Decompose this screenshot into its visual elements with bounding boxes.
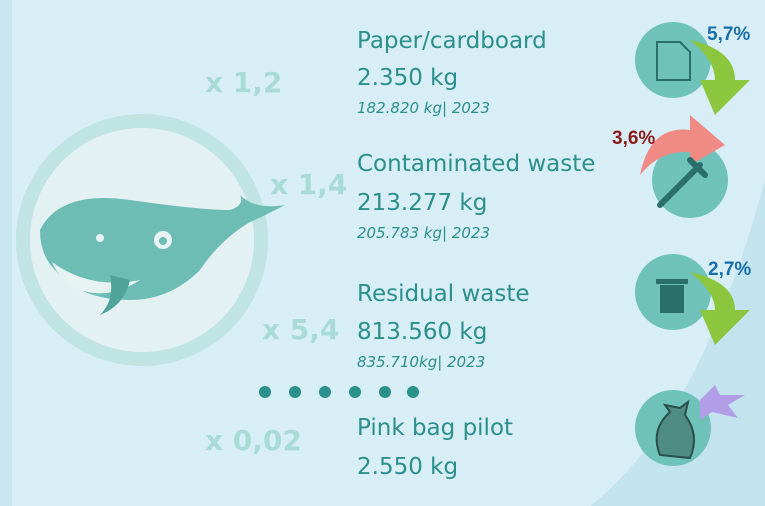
multiplier: x 5,4 <box>262 313 339 346</box>
amount: 813.560 kg <box>357 319 487 345</box>
edge <box>0 0 12 506</box>
waste-name: Pink bag pilot <box>357 415 513 441</box>
previous-year: 835.710kg| 2023 <box>357 353 485 371</box>
change: 5,7% <box>707 24 750 45</box>
infographic: x 1,2 Paper/cardboard 2.350 kg 182.820 k… <box>0 0 765 506</box>
multiplier: x 1,4 <box>270 168 347 201</box>
change: 2,7% <box>708 259 751 280</box>
previous-year: 182.820 kg| 2023 <box>357 99 490 117</box>
waste-name: Residual waste <box>357 281 530 307</box>
waste-name: Contaminated waste <box>357 151 595 177</box>
multiplier: x 1,2 <box>205 66 282 99</box>
change: 3,6% <box>612 128 655 149</box>
waste-name: Paper/cardboard <box>357 28 547 54</box>
previous-year: 205.783 kg| 2023 <box>357 224 490 242</box>
amount: 2.550 kg <box>357 454 458 480</box>
multiplier: x 0,02 <box>205 424 302 457</box>
amount: 2.350 kg <box>357 65 458 91</box>
amount: 213.277 kg <box>357 190 487 216</box>
